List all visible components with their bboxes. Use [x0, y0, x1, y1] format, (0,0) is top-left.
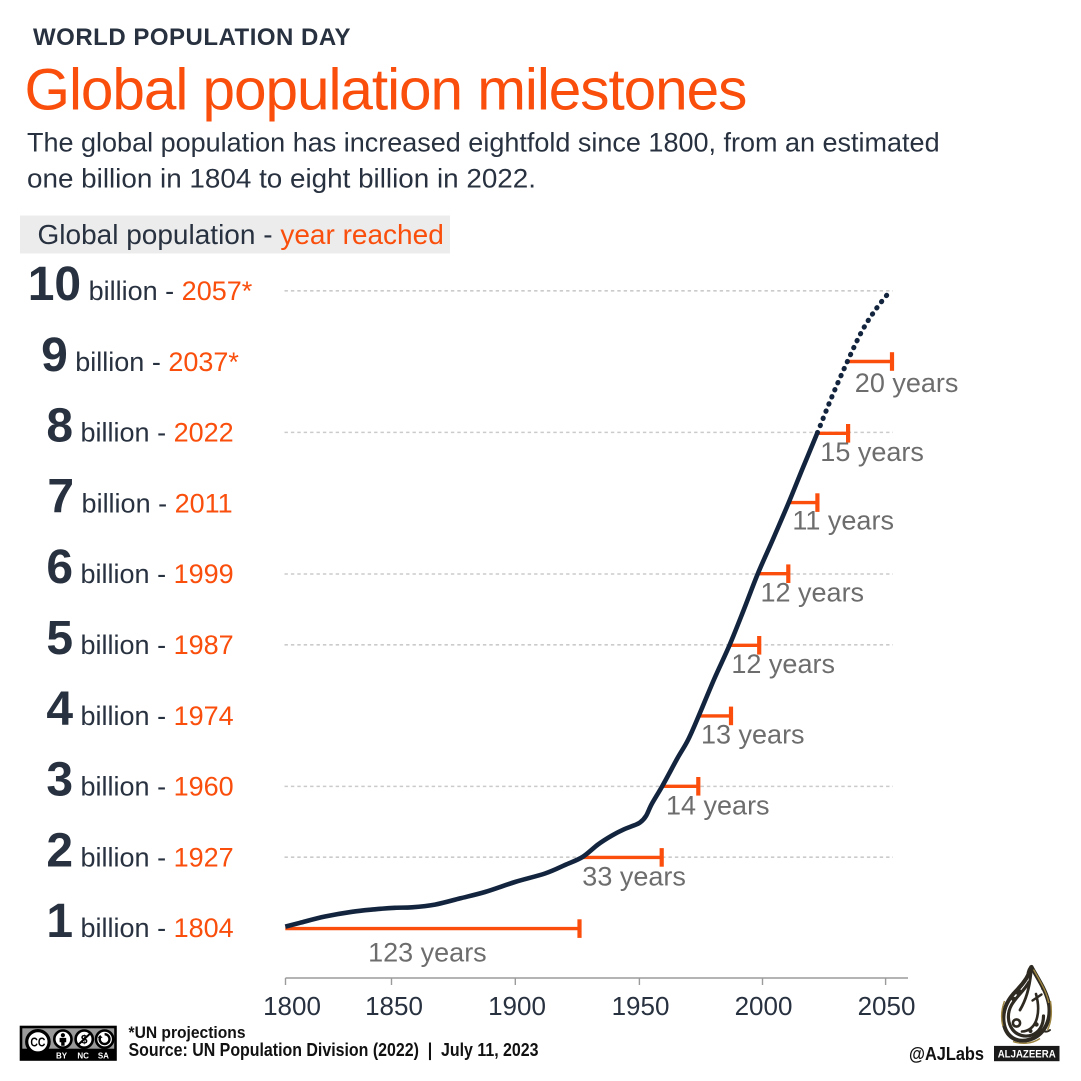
svg-text:9 billion - 2037*: 9 billion - 2037*: [41, 329, 239, 382]
svg-text:6 billion - 1999: 6 billion - 1999: [46, 541, 233, 594]
svg-text:SA: SA: [98, 1051, 109, 1060]
svg-text:11 years: 11 years: [792, 506, 894, 536]
svg-text:CC: CC: [30, 1035, 45, 1049]
svg-text:Global population milestones: Global population milestones: [25, 58, 747, 123]
svg-text:33 years: 33 years: [582, 862, 686, 892]
svg-text:The global population has incr: The global population has increased eigh…: [27, 128, 940, 158]
svg-text:15 years: 15 years: [820, 437, 924, 467]
svg-text:@AJLabs: @AJLabs: [909, 1043, 984, 1064]
svg-text:1850: 1850: [365, 991, 423, 1021]
svg-text:20 years: 20 years: [855, 368, 959, 398]
svg-text:2000: 2000: [735, 991, 793, 1021]
svg-text:*UN projections: *UN projections: [129, 1023, 246, 1042]
svg-text:1800: 1800: [263, 991, 321, 1021]
svg-text:4 billion - 1974: 4 billion - 1974: [46, 683, 233, 736]
svg-text:WORLD POPULATION DAY: WORLD POPULATION DAY: [33, 24, 351, 51]
svg-text:Global population - year reach: Global population - year reached: [38, 219, 444, 250]
svg-text:123 years: 123 years: [368, 938, 487, 968]
svg-text:3 billion - 1960: 3 billion - 1960: [46, 754, 233, 807]
svg-text:7 billion - 2011: 7 billion - 2011: [47, 470, 232, 523]
svg-text:5 billion - 1987: 5 billion - 1987: [46, 612, 233, 665]
svg-text:2050: 2050: [858, 991, 916, 1021]
svg-text:1950: 1950: [612, 991, 670, 1021]
svg-text:Source: UN Population Division: Source: UN Population Division (2022) | …: [129, 1039, 539, 1060]
svg-text:8 billion - 2022: 8 billion - 2022: [46, 400, 233, 453]
svg-text:NC: NC: [77, 1051, 89, 1060]
svg-text:12 years: 12 years: [761, 578, 865, 608]
svg-text:12 years: 12 years: [731, 649, 835, 679]
svg-text:one billion in 1804 to eight b: one billion in 1804 to eight billion in …: [27, 164, 536, 194]
svg-text:1 billion - 1804: 1 billion - 1804: [46, 895, 233, 948]
svg-text:BY: BY: [56, 1051, 68, 1060]
svg-text:1900: 1900: [488, 991, 546, 1021]
svg-text:10 billion - 2057*: 10 billion - 2057*: [28, 258, 253, 311]
svg-text:14 years: 14 years: [666, 791, 770, 821]
svg-text:ALJAZEERA: ALJAZEERA: [998, 1049, 1056, 1061]
svg-text:2 billion - 1927: 2 billion - 1927: [46, 824, 233, 877]
svg-text:13 years: 13 years: [701, 720, 805, 750]
